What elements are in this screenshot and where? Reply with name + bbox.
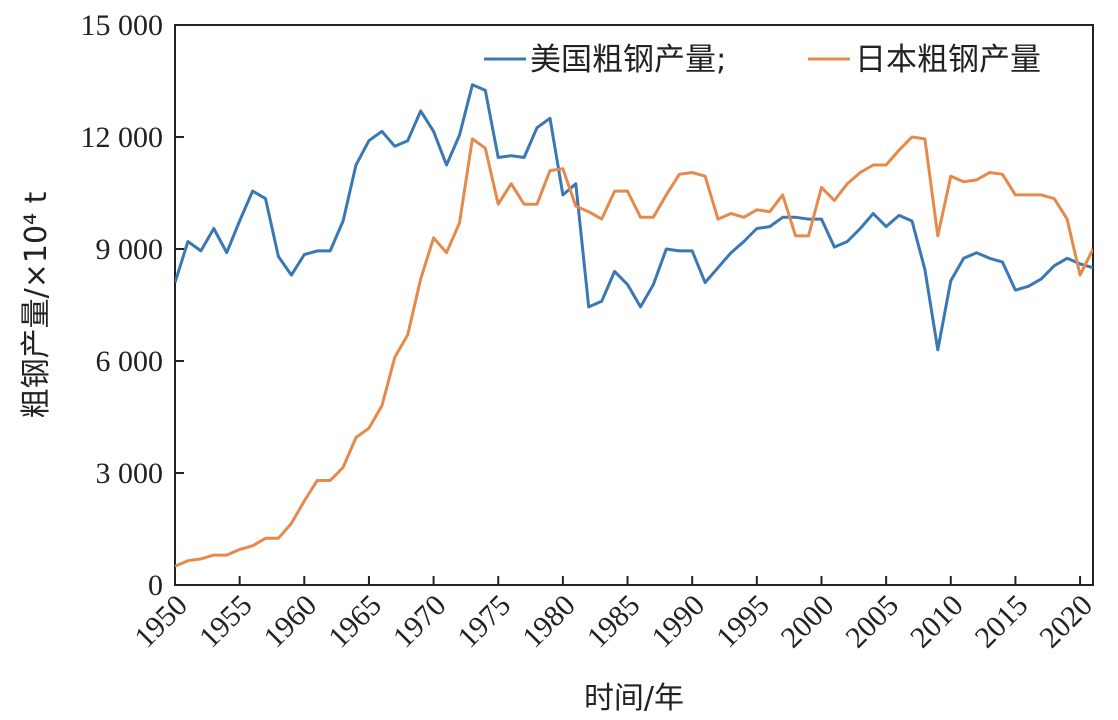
y-tick-label: 15 000 [81, 9, 164, 42]
legend-label-us: 美国粗钢产量; [530, 42, 726, 78]
legend: 美国粗钢产量; 日本粗钢产量 [484, 42, 1041, 78]
y-tick-label: 6 000 [96, 345, 164, 378]
x-tick-label: 1985 [581, 589, 647, 655]
y-axis-title: 粗钢产量/×10⁴ t [19, 191, 54, 418]
legend-label-japan: 日本粗钢产量 [855, 42, 1041, 78]
x-tick-label: 1965 [322, 589, 388, 655]
x-tick-label: 1980 [516, 589, 582, 655]
x-tick-label: 2010 [904, 589, 970, 655]
y-tick-label: 3 000 [96, 457, 164, 490]
x-tick-label: 1960 [257, 589, 323, 655]
plot-frame [174, 24, 1094, 586]
x-tick-label: 2020 [1033, 589, 1099, 655]
x-tick-label: 1975 [451, 589, 517, 655]
series-line-japan [175, 135, 1093, 568]
x-tick-label: 2015 [969, 589, 1035, 655]
series-line-us [175, 83, 1093, 352]
y-tick-label: 9 000 [96, 233, 164, 266]
x-tick-label: 1990 [645, 589, 711, 655]
x-tick-label: 1955 [193, 589, 259, 655]
x-tick-label: 1995 [710, 589, 776, 655]
y-tick-label: 12 000 [81, 121, 164, 154]
x-tick-label: 2005 [839, 589, 905, 655]
x-tick-label: 1970 [387, 589, 453, 655]
y-tick-label: 0 [148, 569, 163, 602]
x-axis-title: 时间/年 [584, 681, 684, 716]
x-tick-label: 2000 [775, 589, 841, 655]
series-layer [175, 83, 1093, 568]
x-axis-ticks: 1950195519601965197019751980198519901995… [128, 576, 1099, 654]
x-tick-label: 1950 [128, 589, 194, 655]
y-axis-ticks: 0 3 000 6 000 9 000 12 000 15 000 [81, 9, 184, 602]
